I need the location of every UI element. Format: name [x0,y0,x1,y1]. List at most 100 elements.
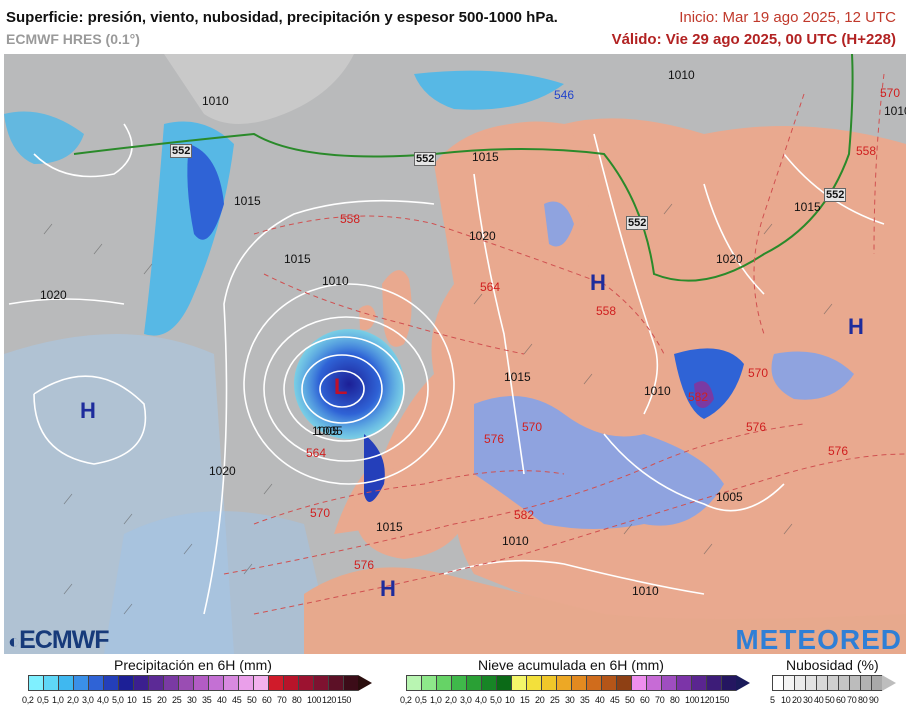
isobar-label: 1020 [716,252,743,266]
precip-swatch [253,675,268,691]
precip-swatch [238,675,253,691]
snow-swatch [451,675,466,691]
isobar-label: 1015 [376,520,403,534]
weather-map[interactable]: 1020 1015 1010 1005 1020 1015 1010 1005 … [4,54,906,654]
cloud-tick-label: 40 [814,695,824,705]
snow-swatch [661,675,676,691]
snow-color-bar [406,675,750,691]
precip-arrow-icon [358,675,372,691]
snow-tick-label: 10 [505,695,515,705]
thickness-label: 576 [354,558,375,572]
snow-swatch [406,675,421,691]
thickness-552-box: 552 [626,216,649,230]
thickness-label: 570 [880,86,901,100]
snow-tick-label: 4,0 [475,695,487,705]
snow-swatch [526,675,541,691]
thickness-label: 576 [828,444,849,458]
snow-swatch [511,675,526,691]
cloud-arrow-icon [882,675,896,691]
isobar-label: 1010 [322,274,349,288]
snow-tick-label: 40 [595,695,605,705]
isobar-label: 1005 [316,424,343,438]
cloud-tick-label: 30 [803,695,813,705]
cloud-tick-label: 20 [792,695,802,705]
isobar-label: 1005 [312,424,339,438]
precip-swatch [313,675,328,691]
snow-swatch [646,675,661,691]
snow-tick-label: 150 [715,695,730,705]
precip-tick-label: 5,0 [112,695,124,705]
precip-swatch [178,675,193,691]
isobar-label: 1020 [40,288,67,302]
snow-tick-label: 1,0 [430,695,442,705]
snow-swatch [421,675,436,691]
precip-swatch [328,675,343,691]
precip-swatch [343,675,358,691]
precip-tick-label: 35 [202,695,212,705]
snow-swatch [436,675,451,691]
precip-tick-label: 40 [217,695,227,705]
snow-tick-label: 120 [700,695,715,705]
precip-swatch [298,675,313,691]
precip-swatch [208,675,223,691]
cloud-tick-label: 60 [836,695,846,705]
cloud-legend-title: Nubosidad (%) [786,657,879,673]
thickness-label: 564 [480,280,501,294]
snow-swatch [631,675,646,691]
snow-swatch [601,675,616,691]
cloud-swatch [794,675,805,691]
precip-swatch [88,675,103,691]
thickness-label: 558 [856,144,877,158]
isobar-label: 1010 [202,94,229,108]
precip-swatch [58,675,73,691]
isobar-label: 1020 [469,229,496,243]
precip-swatch [223,675,238,691]
precip-swatch [103,675,118,691]
thickness-lines [223,73,906,615]
snow-swatch [541,675,556,691]
snow-legend: Nieve acumulada en 6H (mm) 0,2 0,5 1,0 2,0 3… [400,656,772,710]
snow-tick-label: 5,0 [490,695,502,705]
precip-tick-label: 0,2 [22,695,34,705]
isobars [8,123,885,615]
cloud-swatch [827,675,838,691]
cloud-swatch [783,675,794,691]
model-name: ECMWF HRES (0.1°) [6,31,140,47]
thickness-label: 558 [596,304,617,318]
thickness-label: 570 [748,366,769,380]
precip-legend: Precipitación en 6H (mm) 0,2 0,5 1,0 2,0 3,0… [22,656,394,710]
snow-swatch [616,675,631,691]
precip-tick-label: 80 [292,695,302,705]
cloud-color-bar [772,675,896,691]
thickness-label: 570 [310,506,331,520]
precip-swatch [268,675,283,691]
precip-swatch [73,675,88,691]
precip-tick-label: 25 [172,695,182,705]
precip-color-bar [28,675,372,691]
thickness-552-box: 552 [170,144,193,158]
thickness-label: 582 [688,390,709,404]
precip-tick-label: 10 [127,695,137,705]
isobar-label: 1015 [794,200,821,214]
snow-tick-label: 15 [520,695,530,705]
snow-arrow-icon [736,675,750,691]
precip-swatch [193,675,208,691]
header: Superficie: presión, viento, nubosidad, … [0,0,910,52]
isobar-label: 1010 [502,534,529,548]
snow-legend-title: Nieve acumulada en 6H (mm) [478,657,664,673]
high-pressure-symbol: H [380,576,396,601]
precip-tick-label: 30 [187,695,197,705]
cloud-swatch [871,675,882,691]
isobar-label: 1010 [632,584,659,598]
snow-swatch [706,675,721,691]
snow-swatch [676,675,691,691]
thickness-552-box: 552 [824,188,847,202]
isobar-label: 1010 [884,104,906,118]
snow-swatch [721,675,736,691]
snow-tick-label: 45 [610,695,620,705]
isobar-label: 1005 [716,490,743,504]
snow-tick-label: 60 [640,695,650,705]
precip-swatch [283,675,298,691]
wind-barbs [43,203,833,615]
precip-tick-label: 120 [322,695,337,705]
